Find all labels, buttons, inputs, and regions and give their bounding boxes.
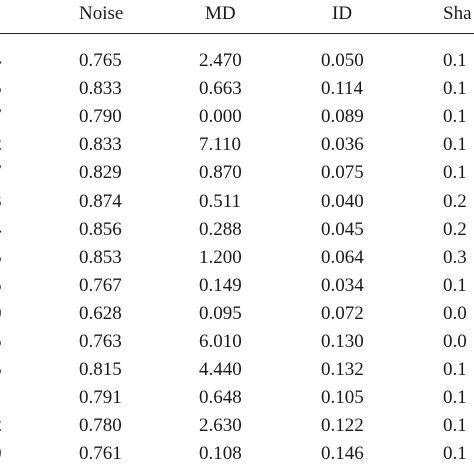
header-rule	[0, 33, 474, 34]
row-id-cell: 0	[0, 300, 6, 328]
id-cell: 0.114	[321, 78, 364, 100]
noise-cell: 0.780	[79, 415, 122, 437]
row-id-cell: 3	[0, 188, 6, 216]
table-row: 0 0.628 0.095 0.072 0.0	[0, 300, 474, 328]
column-header-md: MD	[205, 3, 236, 24]
table-row: 0.791 0.648 0.105 0.1	[0, 384, 474, 412]
sha-cell: 0.3	[443, 246, 467, 268]
id-cell: 0.105	[321, 387, 364, 409]
table-row: 0 0.761 0.108 0.146 0.1	[0, 440, 474, 468]
id-cell: 0.050	[321, 50, 364, 71]
noise-cell: 0.628	[79, 302, 122, 324]
sha-cell: 0.1	[443, 274, 467, 296]
column-header-id: ID	[332, 3, 353, 24]
sha-cell: 0.1	[443, 359, 467, 381]
md-cell: 0.149	[199, 274, 242, 296]
row-id-cell: 4	[0, 47, 6, 75]
md-cell: 2.630	[199, 415, 242, 437]
row-id-cell: 5	[0, 75, 6, 103]
noise-cell: 0.815	[79, 359, 122, 381]
sha-cell: 0.1	[443, 443, 467, 465]
row-id-cell: 7	[0, 103, 6, 131]
md-cell: 0.108	[199, 443, 242, 465]
noise-cell: 0.763	[79, 331, 122, 352]
md-cell: 0.288	[199, 218, 242, 240]
table-row: 2 0.833 7.110 0.036 0.1	[0, 131, 474, 159]
table-header-row: Noise MD ID Sha	[0, 0, 474, 28]
sha-cell: 0.1	[443, 387, 467, 409]
md-cell: 0.000	[199, 106, 242, 128]
table-row: 4 0.765 2.470 0.050 0.1	[0, 47, 474, 75]
id-cell: 0.045	[321, 218, 364, 240]
md-cell: 0.870	[199, 162, 242, 184]
noise-cell: 0.856	[79, 218, 122, 240]
table-row: 7 0.829 0.870 0.075 0.1	[0, 159, 474, 187]
sha-cell: 0.1	[443, 134, 467, 156]
sha-cell: 0.1	[443, 78, 467, 100]
noise-cell: 0.833	[79, 134, 122, 156]
noise-cell: 0.829	[79, 162, 122, 184]
table-row: 7 0.790 0.000 0.089 0.1	[0, 103, 474, 131]
id-cell: 0.072	[321, 302, 364, 324]
id-cell: 0.130	[321, 331, 364, 352]
id-cell: 0.122	[321, 415, 364, 437]
column-header-sha: Sha	[443, 3, 472, 24]
row-id-cell: 2	[0, 131, 6, 159]
noise-cell: 0.767	[79, 274, 122, 296]
table-row: 5 0.767 0.149 0.034 0.1	[0, 272, 474, 300]
md-cell: 7.110	[199, 134, 242, 156]
table-row: 2 0.780 2.630 0.122 0.1	[0, 412, 474, 440]
row-id-cell: 7	[0, 159, 6, 187]
row-id-cell: 5	[0, 272, 6, 300]
noise-cell: 0.761	[79, 443, 122, 465]
row-id-cell	[0, 384, 6, 412]
id-cell: 0.075	[321, 162, 364, 184]
row-id-cell: 4	[0, 216, 6, 244]
md-cell: 0.663	[199, 78, 242, 100]
id-cell: 0.132	[321, 359, 364, 381]
table-row: 5 0.763 6.010 0.130 0.0	[0, 328, 474, 356]
row-id-cell: 5	[0, 244, 6, 272]
row-id-cell: 5	[0, 356, 6, 384]
md-cell: 4.440	[199, 359, 242, 381]
table-row: 5 0.833 0.663 0.114 0.1	[0, 75, 474, 103]
row-id-cell: 5	[0, 328, 6, 356]
id-cell: 0.089	[321, 106, 364, 128]
sha-cell: 0.1	[443, 162, 467, 184]
sha-cell: 0.1	[443, 106, 467, 128]
sha-cell: 0.0	[443, 302, 467, 324]
id-cell: 0.040	[321, 190, 364, 212]
sha-cell: 0.1	[443, 415, 467, 437]
md-cell: 0.511	[199, 190, 242, 212]
table-row: 5 0.815 4.440 0.132 0.1	[0, 356, 474, 384]
noise-cell: 0.791	[79, 387, 122, 409]
sha-cell: 0.0	[443, 331, 467, 352]
noise-cell: 0.790	[79, 106, 122, 128]
table-row: 4 0.856 0.288 0.045 0.2	[0, 216, 474, 244]
sha-cell: 0.1	[443, 50, 467, 71]
row-id-cell: 0	[0, 440, 6, 468]
md-cell: 1.200	[199, 246, 242, 268]
column-header-noise: Noise	[79, 3, 124, 24]
md-cell: 2.470	[199, 50, 242, 71]
sha-cell: 0.2	[443, 190, 467, 212]
noise-cell: 0.874	[79, 190, 122, 212]
table-row: 3 0.874 0.511 0.040 0.2	[0, 188, 474, 216]
id-cell: 0.146	[321, 443, 364, 465]
id-cell: 0.036	[321, 134, 364, 156]
row-id-cell: 2	[0, 412, 6, 440]
md-cell: 6.010	[199, 331, 242, 352]
table-row: 5 0.853 1.200 0.064 0.3	[0, 244, 474, 272]
noise-cell: 0.765	[79, 50, 122, 71]
md-cell: 0.648	[199, 387, 242, 409]
md-cell: 0.095	[199, 302, 242, 324]
noise-cell: 0.833	[79, 78, 122, 100]
noise-cell: 0.853	[79, 246, 122, 268]
id-cell: 0.064	[321, 246, 364, 268]
sha-cell: 0.2	[443, 218, 467, 240]
id-cell: 0.034	[321, 274, 364, 296]
